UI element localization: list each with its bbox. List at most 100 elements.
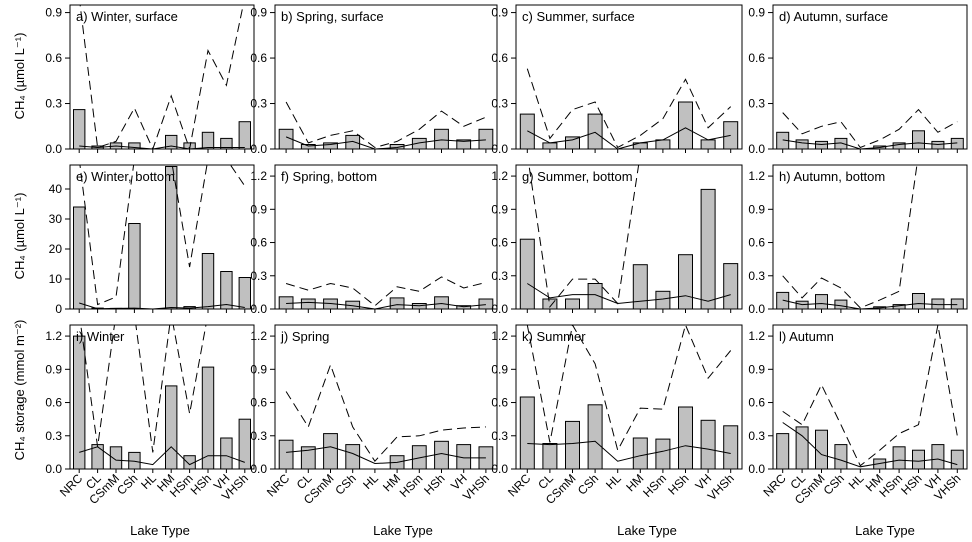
panel-i-bar-VHSh: [238, 418, 252, 469]
panel-d: [776, 108, 964, 149]
panel-k-xtick-label-NRC: NRC: [505, 471, 534, 500]
panel-l: [776, 325, 964, 469]
panel-d-frame: [772, 4, 968, 150]
panel-i-label: i) Winter: [76, 329, 125, 344]
panel-g-bar-HSm: [655, 290, 671, 309]
panel-h-ytick-label-0: 0.0: [748, 302, 765, 316]
panel-e-lower-line: [79, 302, 245, 309]
panel-g-bar-NRC: [519, 238, 535, 309]
panel-d-bar-HSh: [912, 130, 925, 149]
panel-l-upper-line: [782, 325, 958, 467]
panel-c-bar-HSh: [678, 101, 693, 149]
panel-l-ytick-label-1: 0.3: [748, 429, 765, 443]
panel-d-bar-VH: [931, 140, 945, 149]
panel-i-xtick-label-CSh: CSh: [114, 471, 140, 497]
xlabel-col-3: Lake Type: [617, 523, 677, 538]
panel-e-bar-HM: [165, 166, 178, 309]
panel-f-ytick-label-1: 0.3: [250, 269, 267, 283]
panel-g-frame: [515, 164, 743, 310]
panel-k-frame: [515, 324, 743, 470]
panel-d-bar-CSmM: [815, 140, 828, 149]
panel-b-ytick-label-3: 0.9: [250, 6, 267, 20]
panel-g-bar-CSh: [587, 283, 603, 309]
panel-f-upper-line: [285, 276, 487, 307]
row-ylabel-2: CH₄ (µmol L⁻¹): [12, 193, 27, 280]
panel-j-label: j) Spring: [280, 329, 329, 344]
panel-b-ytick-label-0: 0.0: [250, 142, 267, 156]
panel-l-xtick-label-CSh: CSh: [821, 471, 847, 497]
panel-g-bar-HM: [632, 264, 648, 309]
panel-f-bar-HSh: [434, 296, 449, 309]
panel-l-bar-NRC: [776, 433, 790, 469]
panel-l-lower-line: [782, 422, 958, 468]
panel-c-label: c) Summer, surface: [522, 9, 635, 24]
panel-f-ytick-label-4: 1.2: [250, 169, 267, 183]
panel-e-ytick-label-0: 0: [55, 302, 62, 316]
panel-j-frame: [274, 324, 498, 470]
panel-k-xtick-label-VHSh: VHSh: [705, 471, 737, 503]
panel-j-bar-CSh: [345, 444, 361, 469]
xlabel-col-2: Lake Type: [373, 523, 433, 538]
panel-d-upper-line: [782, 108, 958, 149]
panel-g-upper-line: [528, 165, 640, 308]
panel-i-ytick-label-1: 0.3: [45, 429, 62, 443]
panel-g-bar-CSmM: [565, 298, 580, 309]
panel-d-bar-CL: [795, 139, 809, 149]
panel-d-ytick-label-0: 0.0: [748, 142, 765, 156]
panel-a-label: a) Winter, surface: [76, 9, 178, 24]
panel-f-bar-VH: [456, 305, 472, 309]
panel-j-xtick-label-HL: HL: [360, 471, 381, 492]
panel-k-ytick-label-3: 0.9: [491, 362, 508, 376]
panel-c-bar-CL: [542, 142, 558, 149]
panel-i-bar-NRC: [73, 335, 86, 469]
panel-f-frame: [274, 164, 498, 310]
panel-g-ytick-label-4: 1.2: [491, 169, 508, 183]
panel-b-bar-HM: [389, 144, 405, 149]
panel-f-bar-VHSh: [478, 298, 494, 309]
panel-g-bar-VHSh: [723, 263, 739, 309]
panel-g-bar-VH: [700, 188, 716, 309]
panel-h-bar-CSmM: [815, 294, 828, 309]
panel-k-bar-NRC: [519, 396, 535, 469]
panel-h: [776, 165, 964, 309]
panel-g-bar-CL: [542, 298, 558, 309]
panel-j-xtick-label-CSh: CSh: [332, 471, 358, 497]
panel-c-lower-line: [527, 127, 731, 149]
panel-k-lower-line: [527, 440, 731, 462]
panel-g-ytick-label-3: 0.9: [491, 202, 508, 216]
panel-d-ytick-label-3: 0.9: [748, 6, 765, 20]
row-ylabel-3: CH₄ storage (mmol m⁻²): [12, 320, 27, 461]
panel-k-xtick-label-CSh: CSh: [575, 471, 601, 497]
panel-g-ytick-label-1: 0.3: [491, 269, 508, 283]
panel-e-ytick-label-2: 20: [49, 242, 63, 256]
panel-k-bar-HM: [632, 437, 648, 469]
panel-e-ytick-label-3: 30: [49, 212, 63, 226]
panel-e-bar-HSh: [201, 253, 215, 309]
panel-i-bar-CSmM: [109, 446, 123, 469]
panel-c-bar-CSh: [587, 113, 603, 149]
panel-k-xtick-label-HSh: HSh: [665, 471, 691, 497]
panel-i-ytick-label-3: 0.9: [45, 362, 62, 376]
panel-g-ytick-label-0: 0.0: [491, 302, 508, 316]
panel-k-ytick-label-4: 1.2: [491, 329, 508, 343]
panel-c-bar-VH: [700, 139, 716, 149]
panel-a-upper-line: [79, 5, 244, 149]
panel-j-ytick-label-4: 1.2: [250, 329, 267, 343]
panel-l-xtick-label-HSh: HSh: [898, 471, 924, 497]
panel-b-bar-CL: [300, 144, 316, 149]
panel-c: [519, 68, 739, 149]
panel-l-ytick-label-2: 0.6: [748, 396, 765, 410]
panel-c-bar-HSm: [655, 139, 671, 149]
panel-c-frame: [515, 4, 743, 150]
panel-h-upper-line: [782, 165, 918, 309]
panel-l-bar-HSm: [892, 446, 906, 469]
panel-e-bar-NRC: [73, 206, 86, 309]
panel-k-label: k) Summer: [522, 329, 586, 344]
panel-f-bar-HM: [389, 297, 405, 309]
panel-b-lower-line: [285, 136, 486, 149]
panel-j-lower-line: [286, 446, 486, 465]
panel-c-ytick-label-3: 0.9: [491, 6, 508, 20]
panel-j-bar-HSh: [434, 440, 449, 469]
panel-k: [519, 325, 739, 469]
